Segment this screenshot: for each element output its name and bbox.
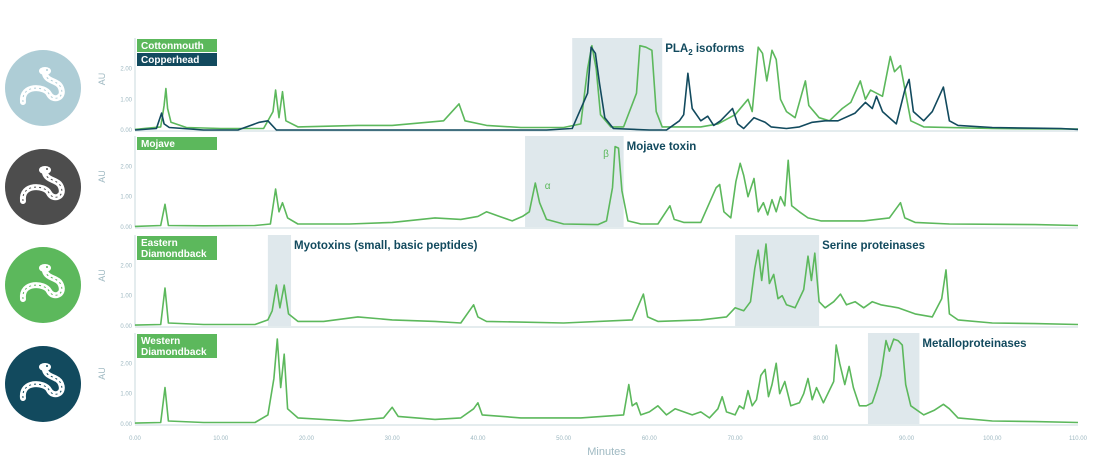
- x-axis-label: Minutes: [587, 446, 626, 458]
- y-axis-label: AU: [97, 73, 107, 86]
- y-tick-label: 0.00: [120, 225, 132, 231]
- highlight-region: [867, 333, 920, 424]
- legend-cottonmouth: Cottonmouth: [137, 39, 217, 52]
- panel-mojave: 0.00 1.00 2.00 AU Mojave Mojave toxin α β: [5, 136, 1079, 231]
- snake-head: [39, 67, 51, 75]
- legend-label: Diamondback: [141, 347, 207, 358]
- annotation-pla: PLA2 isoforms: [665, 43, 744, 57]
- peak-label-alpha: α: [545, 181, 551, 192]
- series-line-mojave: [134, 145, 1079, 228]
- legend-label: Copperhead: [141, 55, 199, 66]
- snake-pattern: [22, 73, 63, 103]
- snake-pattern: [22, 172, 63, 202]
- legend-swatch: [137, 53, 217, 66]
- peak-label-beta: β: [603, 149, 609, 160]
- panel-cottonmouth-copperhead: 0.00 1.00 2.00 AU Cottonmouth Copperhead PLA2 …: [5, 38, 1079, 134]
- highlight-region: [572, 38, 663, 130]
- y-tick-label: 1.00: [120, 392, 132, 398]
- snake-head: [39, 363, 51, 371]
- snake-eye: [46, 168, 48, 170]
- x-tick-label: 110.00: [1069, 436, 1088, 442]
- snake-head: [39, 264, 51, 272]
- y-tick-label: 0.00: [120, 422, 132, 428]
- x-tick-label: 40.00: [470, 436, 486, 442]
- legend-mojave: Mojave: [137, 137, 217, 150]
- y-tick-label: 2.00: [120, 361, 132, 367]
- snake-eye: [46, 365, 48, 367]
- y-tick-label: 0.00: [120, 324, 132, 330]
- y-tick-label: 2.00: [120, 263, 132, 269]
- snake-eye: [46, 266, 48, 268]
- legend-swatch: [137, 137, 217, 150]
- legend-swatch: [137, 236, 217, 260]
- y-tick-label: 1.00: [120, 195, 132, 201]
- legend-label: Mojave: [141, 139, 175, 150]
- highlight-region: [735, 235, 820, 326]
- highlight-region: [525, 136, 624, 227]
- y-axis-label: AU: [97, 269, 107, 282]
- annotation-metalloproteinases: Metalloproteinases: [922, 338, 1026, 350]
- x-tick-label: 30.00: [385, 436, 401, 442]
- snake-icon: [5, 149, 81, 225]
- x-tick-label: 20.00: [299, 436, 315, 442]
- legend-label: Cottonmouth: [141, 41, 204, 52]
- y-tick-label: 2.00: [120, 164, 132, 170]
- x-tick-label: 10.00: [213, 436, 229, 442]
- snake-eye: [46, 69, 48, 71]
- legend-label: Western: [141, 336, 180, 347]
- snake-icon: [5, 247, 81, 323]
- y-axis-label: AU: [97, 170, 107, 183]
- y-tick-label: 1.00: [120, 97, 132, 103]
- legend-swatch: [137, 334, 217, 358]
- snake-icon: [5, 346, 81, 422]
- y-tick-label: 2.00: [120, 67, 132, 73]
- annotation-serine-proteinases: Serine proteinases: [822, 240, 925, 252]
- snake-icon: [5, 50, 81, 126]
- legend-label: Eastern: [141, 238, 178, 249]
- legend-copperhead: Copperhead: [137, 53, 217, 66]
- annotation-mojave-toxin: Mojave toxin: [627, 141, 697, 153]
- snake-pattern: [22, 270, 63, 300]
- x-tick-label: 50.00: [556, 436, 572, 442]
- snake-head: [39, 166, 51, 174]
- legend-label: Diamondback: [141, 249, 207, 260]
- series-line-copperhead: [134, 46, 1079, 131]
- series-line-western-diamondback: [134, 338, 1079, 424]
- legend-swatch: [137, 39, 217, 52]
- annotation-myotoxins-small-basic-peptides: Myotoxins (small, basic peptides): [294, 240, 478, 252]
- series-line-cottonmouth: [134, 44, 1079, 131]
- x-tick-label: 90.00: [899, 436, 915, 442]
- series-line-eastern-diamondback: [134, 243, 1079, 326]
- y-axis-label: AU: [97, 367, 107, 380]
- x-tick-label: 60.00: [642, 436, 658, 442]
- y-tick-label: 1.00: [120, 294, 132, 300]
- snake-pattern: [22, 369, 63, 399]
- x-tick-label: 100,00: [983, 436, 1002, 442]
- x-tick-label: 80.00: [813, 436, 829, 442]
- y-tick-label: 0.00: [120, 128, 132, 134]
- x-tick-label: 0.00: [129, 436, 141, 442]
- x-tick-label: 70.00: [728, 436, 744, 442]
